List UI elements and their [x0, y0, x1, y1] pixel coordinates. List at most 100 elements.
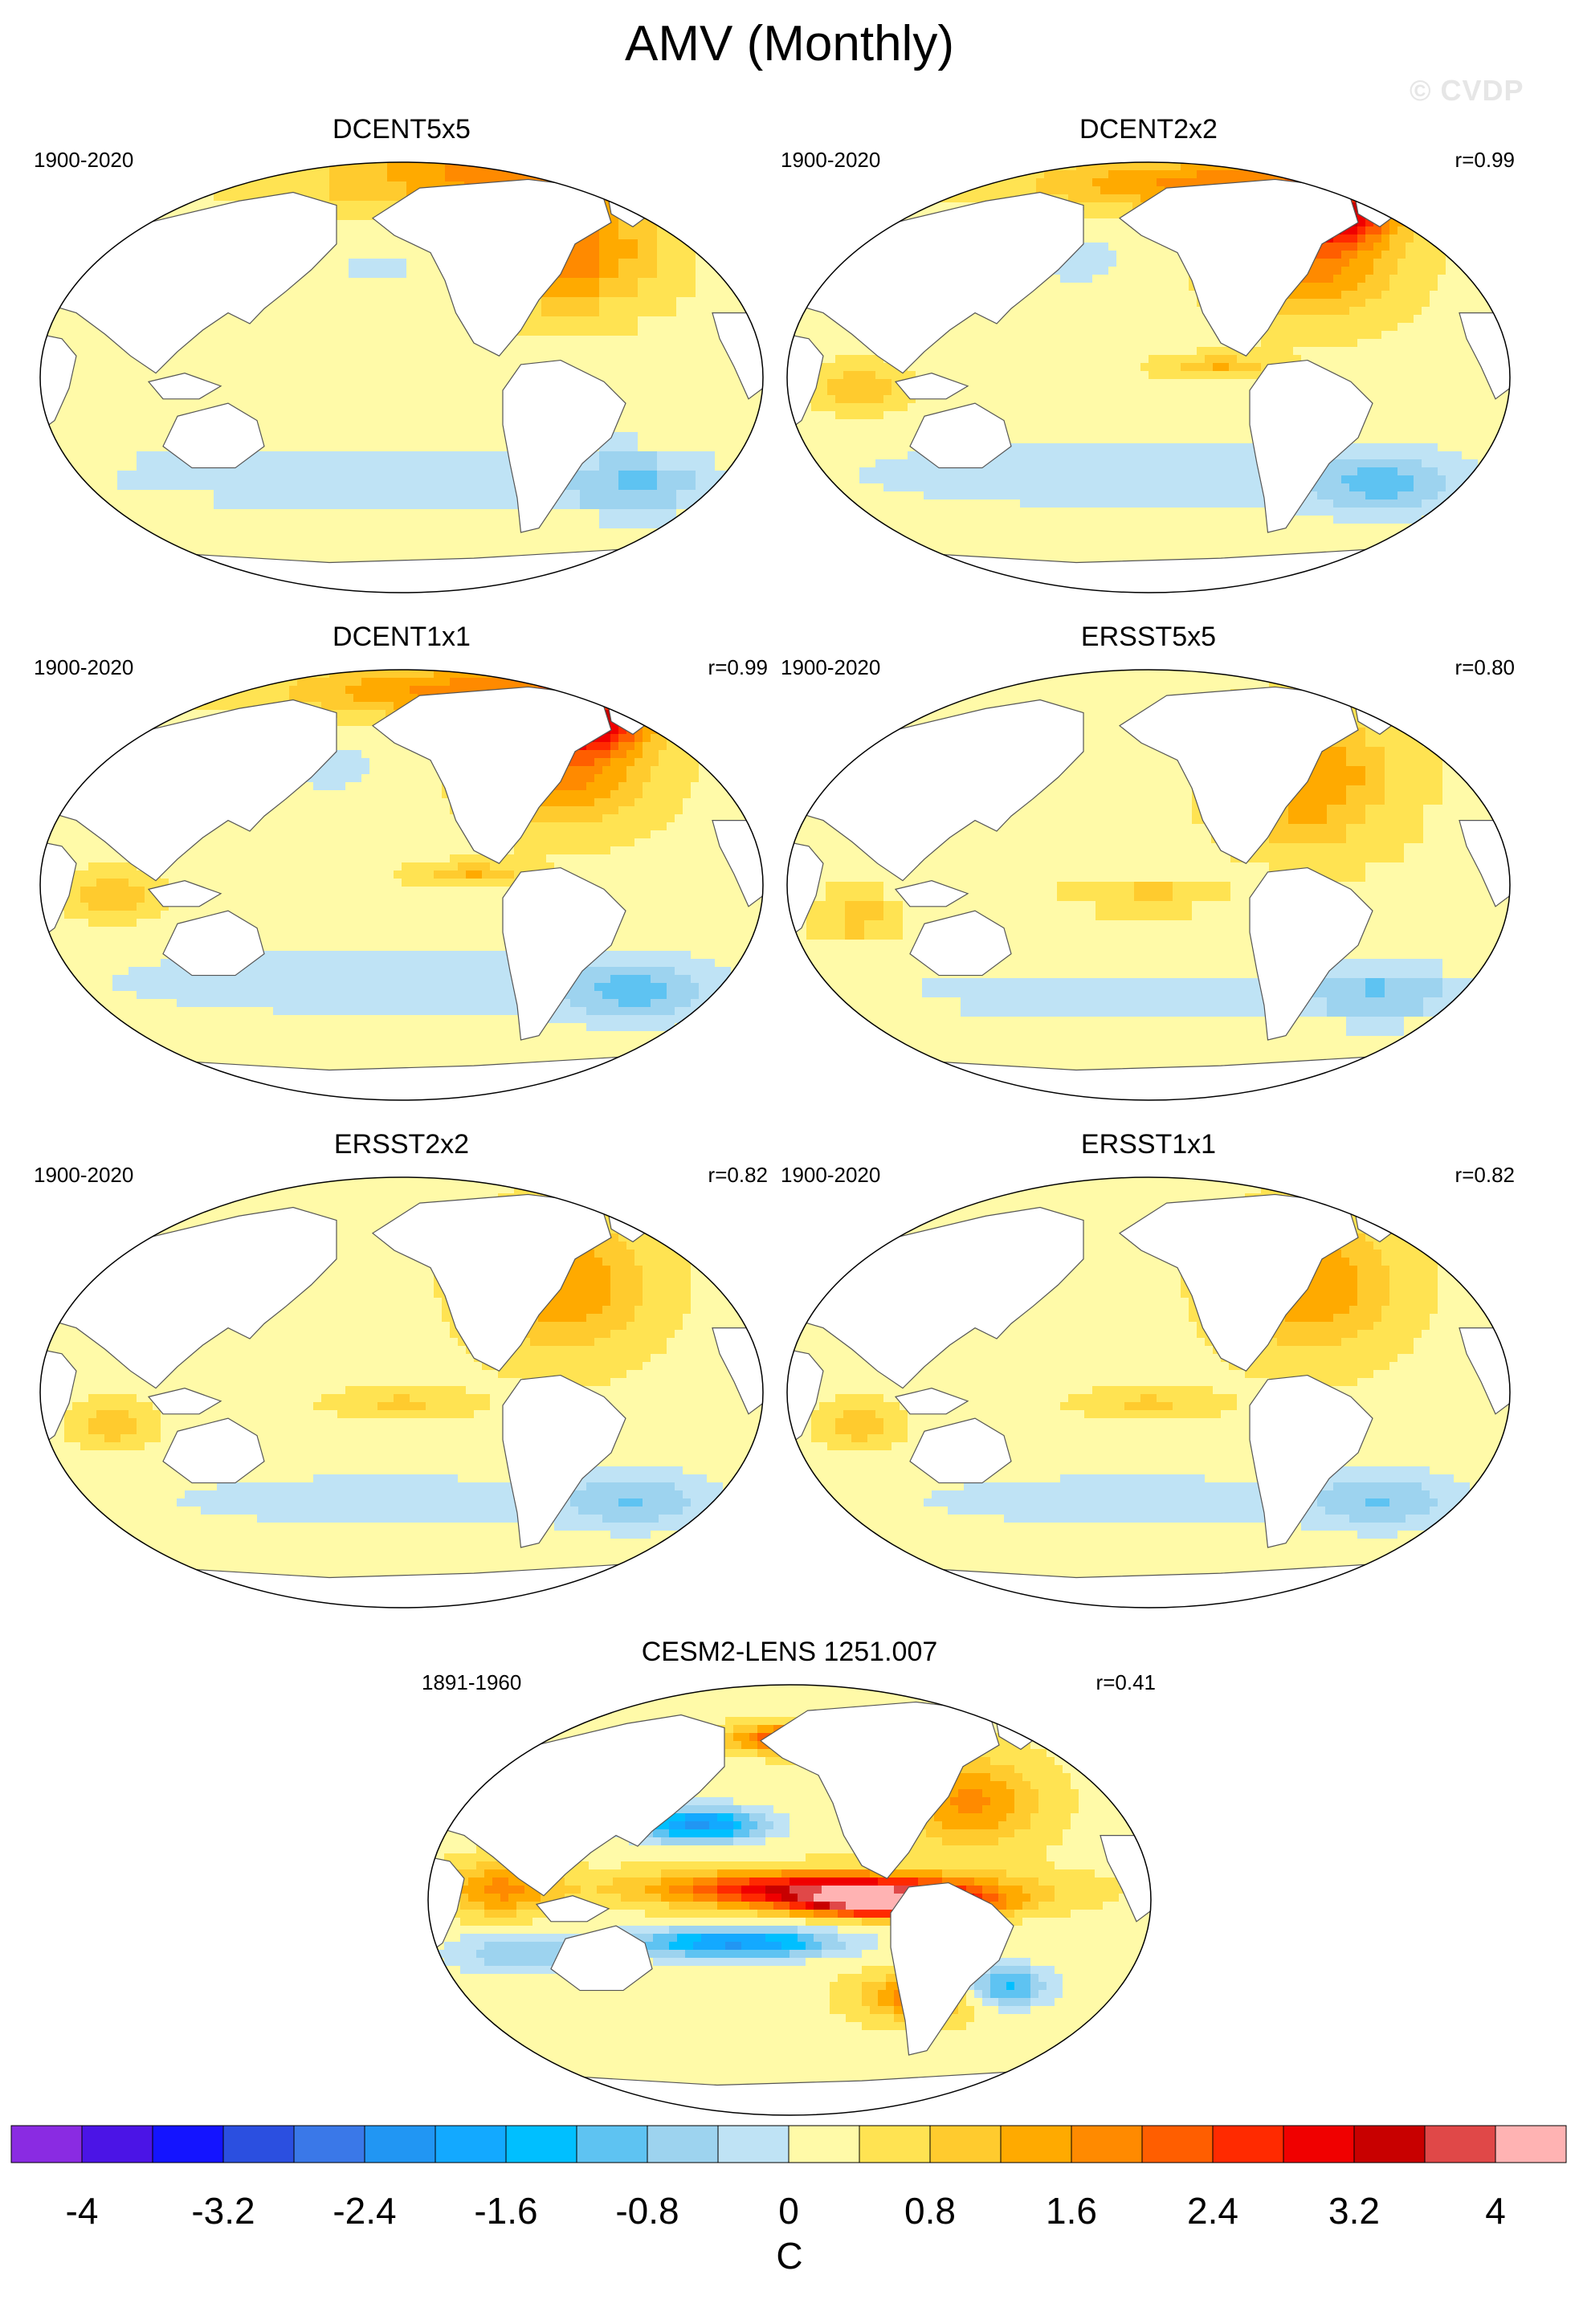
colorbar-tick-label: -2.4 [333, 2192, 396, 2229]
colorbar-swatch-1 [81, 2125, 153, 2163]
map-outline [786, 161, 1511, 593]
land-namerica [759, 1701, 1000, 1879]
land-australia [162, 1417, 265, 1484]
panel-period: 1900-2020 [781, 148, 880, 173]
panel-title: ERSST1x1 [779, 1127, 1518, 1162]
sst-regression-map [39, 1176, 764, 1608]
panel-period: 1900-2020 [34, 1163, 133, 1188]
land-namerica [371, 1193, 612, 1372]
colorbar-swatch-17 [1212, 2125, 1284, 2163]
panel-title: DCENT1x1 [32, 620, 771, 654]
colorbar-swatch-5 [364, 2125, 436, 2163]
panel-correlation: r=0.41 [1096, 1670, 1156, 1695]
land-indo [147, 880, 222, 907]
map-outline [786, 669, 1511, 1101]
colorbar-tick-label: -0.8 [615, 2192, 679, 2229]
sst-regression-map [39, 161, 764, 593]
panel-period: 1900-2020 [34, 148, 133, 173]
land-australia [162, 402, 265, 469]
land-australia [909, 402, 1012, 469]
colorbar-tick-label: 3.2 [1328, 2192, 1380, 2229]
land-namerica [1118, 1193, 1359, 1372]
sst-regression-map [786, 669, 1511, 1101]
colorbar-swatch-4 [293, 2125, 365, 2163]
land-africa_w [428, 1856, 465, 1955]
land-indo [535, 1895, 610, 1922]
colorbar-swatch-2 [152, 2125, 224, 2163]
land-australia [550, 1925, 653, 1992]
land-samerica [1249, 866, 1373, 1041]
land-samerica [502, 1374, 626, 1548]
map-outline [39, 669, 764, 1101]
sst-regression-map [786, 161, 1511, 593]
map-panel-ersst2x2: ERSST2x2 1900-2020 r=0.82 [32, 1127, 771, 1609]
land-samerica [1249, 359, 1373, 533]
land-australia [909, 1417, 1012, 1484]
land-samerica [1249, 1374, 1373, 1548]
land-africa_w [40, 1348, 77, 1448]
land-indo [147, 373, 222, 400]
panel-period: 1891-1960 [422, 1670, 521, 1695]
sst-regression-map [786, 1176, 1511, 1608]
colorbar-swatch-16 [1141, 2125, 1214, 2163]
figure-title: AMV (Monthly) [0, 14, 1579, 74]
colorbar-swatch-19 [1353, 2125, 1426, 2163]
map-outline [39, 1176, 764, 1608]
colorbar [10, 2125, 1567, 2163]
land-africa_w [787, 841, 824, 940]
colorbar-swatch-0 [10, 2125, 83, 2163]
panel-period: 1900-2020 [781, 1163, 880, 1188]
land-samerica [890, 1882, 1014, 2056]
land-australia [909, 910, 1012, 976]
colorbar-tick-label: -4 [66, 2192, 99, 2229]
colorbar-tick-label: 1.6 [1046, 2192, 1097, 2229]
colorbar-swatch-14 [1000, 2125, 1072, 2163]
land-africa_w [40, 841, 77, 940]
map-outline [427, 1684, 1152, 2116]
panel-correlation: r=0.82 [708, 1163, 768, 1188]
land-indo [147, 1388, 222, 1415]
sst-regression-map [39, 669, 764, 1101]
colorbar-swatch-11 [788, 2125, 860, 2163]
map-outline [39, 161, 764, 593]
land-namerica [371, 686, 612, 864]
colorbar-swatch-6 [435, 2125, 507, 2163]
land-samerica [502, 359, 626, 533]
colorbar-swatch-21 [1495, 2125, 1567, 2163]
land-africa_w [787, 1348, 824, 1448]
map-panel-ersst5x5: ERSST5x5 1900-2020 r=0.80 [779, 620, 1518, 1102]
map-panel-dcent2x2: DCENT2x2 1900-2020 r=0.99 [779, 112, 1518, 594]
colorbar-unit-label: C [776, 2234, 802, 2277]
colorbar-tick-label: 2.4 [1187, 2192, 1238, 2229]
map-outline [786, 1176, 1511, 1608]
land-namerica [371, 178, 612, 357]
land-mask [787, 174, 1510, 593]
colorbar-tick-label: -1.6 [474, 2192, 537, 2229]
panel-period: 1900-2020 [34, 655, 133, 680]
colorbar-swatch-12 [859, 2125, 931, 2163]
land-indo [894, 373, 969, 400]
land-samerica [502, 866, 626, 1041]
colorbar-tick-label: 4 [1485, 2192, 1506, 2229]
panel-title: ERSST5x5 [779, 620, 1518, 654]
watermark: © CVDP [1410, 74, 1524, 108]
land-australia [162, 910, 265, 976]
colorbar-swatch-13 [929, 2125, 1002, 2163]
colorbar-tick-label: 0 [778, 2192, 799, 2229]
colorbar-swatch-8 [576, 2125, 648, 2163]
panel-title: ERSST2x2 [32, 1127, 771, 1162]
land-africa_w [40, 333, 77, 433]
land-namerica [1118, 686, 1359, 864]
colorbar-swatch-3 [222, 2125, 295, 2163]
land-namerica [1118, 178, 1359, 357]
land-indo [894, 1388, 969, 1415]
colorbar-tick-label: 0.8 [904, 2192, 956, 2229]
colorbar-swatch-18 [1283, 2125, 1355, 2163]
colorbar-tick-label: -3.2 [191, 2192, 255, 2229]
panel-title: DCENT2x2 [779, 112, 1518, 147]
map-panel-ersst1x1: ERSST1x1 1900-2020 r=0.82 [779, 1127, 1518, 1609]
panel-title: DCENT5x5 [32, 112, 771, 147]
colorbar-swatch-15 [1071, 2125, 1143, 2163]
colorbar-swatch-7 [505, 2125, 577, 2163]
land-indo [894, 880, 969, 907]
